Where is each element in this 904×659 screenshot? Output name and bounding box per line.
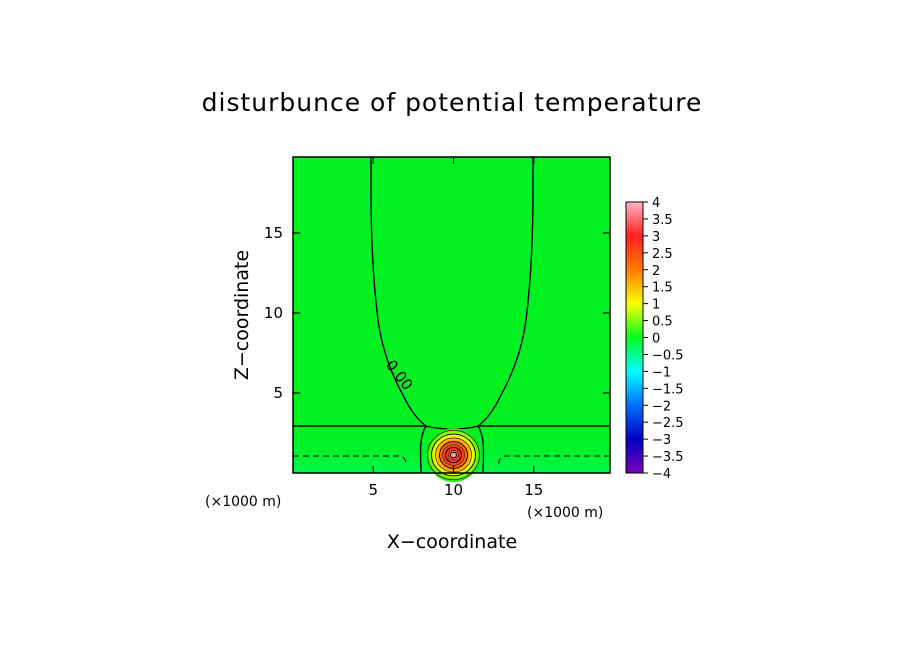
zero-contour-right bbox=[475, 157, 610, 427]
warm-bubble-contours bbox=[427, 429, 480, 481]
x-tick-label: 10 bbox=[444, 481, 463, 499]
bubble-contour-left bbox=[419, 425, 427, 473]
x-axis-label: X−coordinate bbox=[387, 531, 517, 553]
bubble-contour-right bbox=[477, 425, 485, 473]
x-ticks: 5 10 15 bbox=[368, 157, 543, 499]
colorbar-tick-label: 1 bbox=[652, 298, 660, 313]
colorbar-tick-label: 1.5 bbox=[652, 281, 673, 296]
colorbar-tick-label: 2 bbox=[652, 264, 660, 279]
colorbar-tick-label: 2.5 bbox=[652, 247, 673, 262]
z-tick-label: 5 bbox=[273, 384, 283, 402]
bubble-contour-ring bbox=[448, 449, 459, 461]
z-tick-label: 15 bbox=[264, 224, 283, 242]
chart-title: disturbunce of potential temperature bbox=[202, 88, 703, 117]
z-unit-label: (×1000 m) bbox=[205, 494, 281, 510]
warm-bubble-fill bbox=[426, 428, 481, 482]
bubble-contour-ring bbox=[445, 446, 462, 464]
x-tick-label: 15 bbox=[524, 481, 543, 499]
z-axis-label: Z−coordinate bbox=[231, 250, 253, 380]
colorbar-tick-label: −1 bbox=[652, 365, 671, 380]
colorbar-tick-label: 0.5 bbox=[652, 315, 673, 330]
colorbar-tick-label: −2 bbox=[652, 399, 671, 414]
colorbar-tick-label: −3 bbox=[652, 433, 671, 448]
colorbar-tick-label: −0.5 bbox=[652, 348, 684, 363]
bubble-contour-ring bbox=[427, 429, 480, 481]
x-unit-label: (×1000 m) bbox=[527, 505, 603, 521]
field-background bbox=[293, 157, 610, 473]
colorbar-tick-label: 3 bbox=[652, 230, 660, 245]
colorbar-tick-label: 0 bbox=[652, 332, 660, 347]
colorbar-tick-label: −3.5 bbox=[652, 450, 684, 465]
bubble-contour-ring bbox=[450, 451, 457, 459]
colorbar-tick-label: −2.5 bbox=[652, 416, 684, 431]
z-ticks: 5 10 15 bbox=[264, 224, 610, 402]
colorbar-ticks: 4 3.5 3 2.5 2 1.5 1 0.5 0−0.5 −1 −1.5 −2 −2.5 −3 −3.5 −… bbox=[643, 196, 684, 482]
colorbar-tick-label: −4 bbox=[652, 467, 671, 482]
colorbar-tick-label: 3.5 bbox=[652, 213, 673, 228]
colorbar: 4 3.5 3 2.5 2 1.5 1 0.5 0−0.5 −1 −1.5 −2 −2.5 −3 −3.5 −… bbox=[625, 196, 684, 482]
bubble-contour-ring bbox=[431, 433, 476, 477]
bubble-contour-ring bbox=[442, 444, 465, 466]
negative-contour-right bbox=[498, 455, 610, 467]
colorbar-gradient bbox=[625, 201, 644, 474]
negative-contour-left bbox=[293, 455, 407, 467]
colorbar-tick-label: 4 bbox=[652, 196, 660, 211]
zero-contour-left bbox=[293, 157, 429, 427]
z-tick-label: 10 bbox=[264, 304, 283, 322]
colorbar-tick-label: −1.5 bbox=[652, 382, 684, 397]
x-tick-label: 5 bbox=[368, 481, 378, 499]
plot-frame bbox=[292, 156, 611, 474]
